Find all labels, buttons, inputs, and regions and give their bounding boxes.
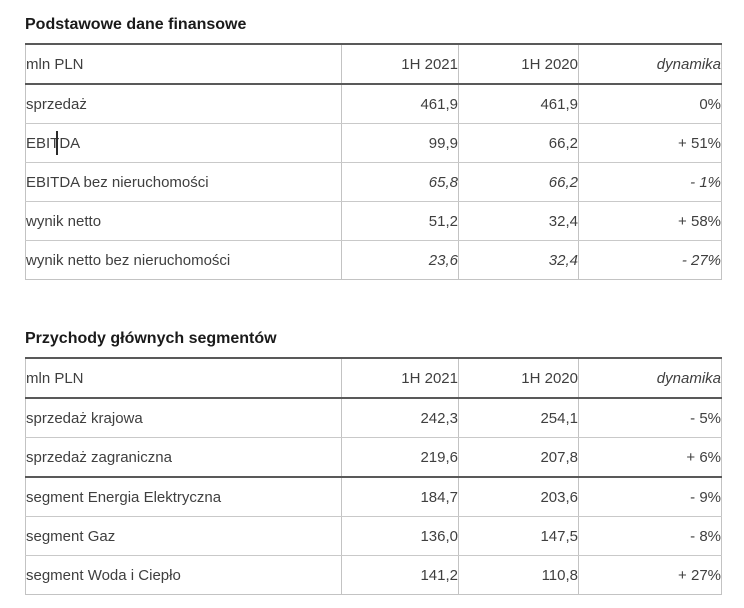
row-label: EBITDA <box>25 123 342 163</box>
value-1h2020: 110,8 <box>458 555 579 595</box>
column-header-1h2021: 1H 2021 <box>341 44 459 85</box>
text-caret <box>56 131 58 155</box>
value-1h2020: 254,1 <box>458 398 579 438</box>
value-1h2021: 65,8 <box>341 162 459 202</box>
value-1h2020: 147,5 <box>458 516 579 556</box>
table-header-row: mln PLN 1H 2021 1H 2020 dynamika <box>25 44 722 85</box>
value-dynamika: + 6% <box>578 437 722 478</box>
value-1h2021: 184,7 <box>341 477 459 517</box>
row-label: wynik netto <box>25 201 342 241</box>
table-row-segment-woda-i-cieplo: segment Woda i Ciepło 141,2 110,8 + 27% <box>26 555 722 595</box>
value-1h2021: 461,9 <box>341 84 459 124</box>
table-row-ebitda: EBITDA 99,9 66,2 + 51% <box>25 123 722 163</box>
value-1h2020: 66,2 <box>458 123 579 163</box>
value-dynamika: - 5% <box>578 398 722 438</box>
value-1h2021: 99,9 <box>341 123 459 163</box>
column-header-dynamika: dynamika <box>578 358 722 399</box>
row-label: segment Energia Elektryczna <box>25 477 342 517</box>
value-dynamika: + 58% <box>578 201 722 241</box>
value-dynamika: + 51% <box>578 123 722 163</box>
value-dynamika: - 8% <box>578 516 722 556</box>
table-row-segment-energia-elektryczna: segment Energia Elektryczna 184,7 203,6 … <box>25 477 722 517</box>
row-label: segment Gaz <box>25 516 342 556</box>
section-segment-revenues: Przychody głównych segmentów mln PLN 1H … <box>25 328 722 595</box>
value-dynamika: - 27% <box>578 240 722 280</box>
basic-financials-table: mln PLN 1H 2021 1H 2020 dynamika sprzeda… <box>25 43 722 280</box>
table-row-ebitda-bez-nieruchomosci: EBITDA bez nieruchomości 65,8 66,2 - 1% <box>25 162 722 202</box>
column-header-1h2021: 1H 2021 <box>341 358 459 399</box>
value-dynamika: 0% <box>578 84 722 124</box>
value-1h2021: 242,3 <box>341 398 459 438</box>
value-1h2020: 203,6 <box>458 477 579 517</box>
value-1h2021: 51,2 <box>341 201 459 241</box>
row-label: sprzedaż krajowa <box>25 398 342 438</box>
value-dynamika: - 1% <box>578 162 722 202</box>
table-row-sprzedaz: sprzedaż 461,9 461,9 0% <box>25 84 722 124</box>
value-1h2021: 219,6 <box>341 437 459 478</box>
row-label: segment Woda i Ciepło <box>26 566 181 584</box>
value-1h2020: 32,4 <box>458 240 579 280</box>
value-1h2020: 461,9 <box>458 84 579 124</box>
value-dynamika: + 27% <box>578 555 722 595</box>
section-title-basic-financials: Podstawowe dane finansowe <box>25 16 247 33</box>
value-dynamika: - 9% <box>578 477 722 517</box>
table-row-wynik-netto-bez-nieruchomosci: wynik netto bez nieruchomości 23,6 32,4 … <box>26 240 722 280</box>
value-1h2020: 207,8 <box>458 437 579 478</box>
row-label: sprzedaż zagraniczna <box>25 437 342 478</box>
row-label: sprzedaż <box>25 84 342 124</box>
row-label-text: EBITDA <box>26 134 81 152</box>
value-1h2020: 32,4 <box>458 201 579 241</box>
table-row-sprzedaz-krajowa: sprzedaż krajowa 242,3 254,1 - 5% <box>25 398 722 438</box>
column-header-unit: mln PLN <box>25 358 342 399</box>
column-header-1h2020: 1H 2020 <box>458 44 579 85</box>
table-header-row: mln PLN 1H 2021 1H 2020 dynamika <box>25 358 722 399</box>
column-header-unit: mln PLN <box>25 44 342 85</box>
table-row-sprzedaz-zagraniczna: sprzedaż zagraniczna 219,6 207,8 + 6% <box>25 437 722 478</box>
row-label: EBITDA bez nieruchomości <box>25 162 342 202</box>
row-label: wynik netto bez nieruchomości <box>26 251 231 269</box>
table-row-segment-gaz: segment Gaz 136,0 147,5 - 8% <box>25 516 722 556</box>
segment-revenues-table: mln PLN 1H 2021 1H 2020 dynamika sprzeda… <box>25 357 722 595</box>
column-header-dynamika: dynamika <box>578 44 722 85</box>
section-basic-financials: Podstawowe dane finansowe mln PLN 1H 202… <box>25 14 722 280</box>
value-1h2020: 66,2 <box>458 162 579 202</box>
value-1h2021: 141,2 <box>341 555 459 595</box>
table-row-wynik-netto: wynik netto 51,2 32,4 + 58% <box>25 201 722 241</box>
value-1h2021: 23,6 <box>341 240 459 280</box>
section-title-segment-revenues: Przychody głównych segmentów <box>25 330 277 347</box>
column-header-1h2020: 1H 2020 <box>458 358 579 399</box>
value-1h2021: 136,0 <box>341 516 459 556</box>
